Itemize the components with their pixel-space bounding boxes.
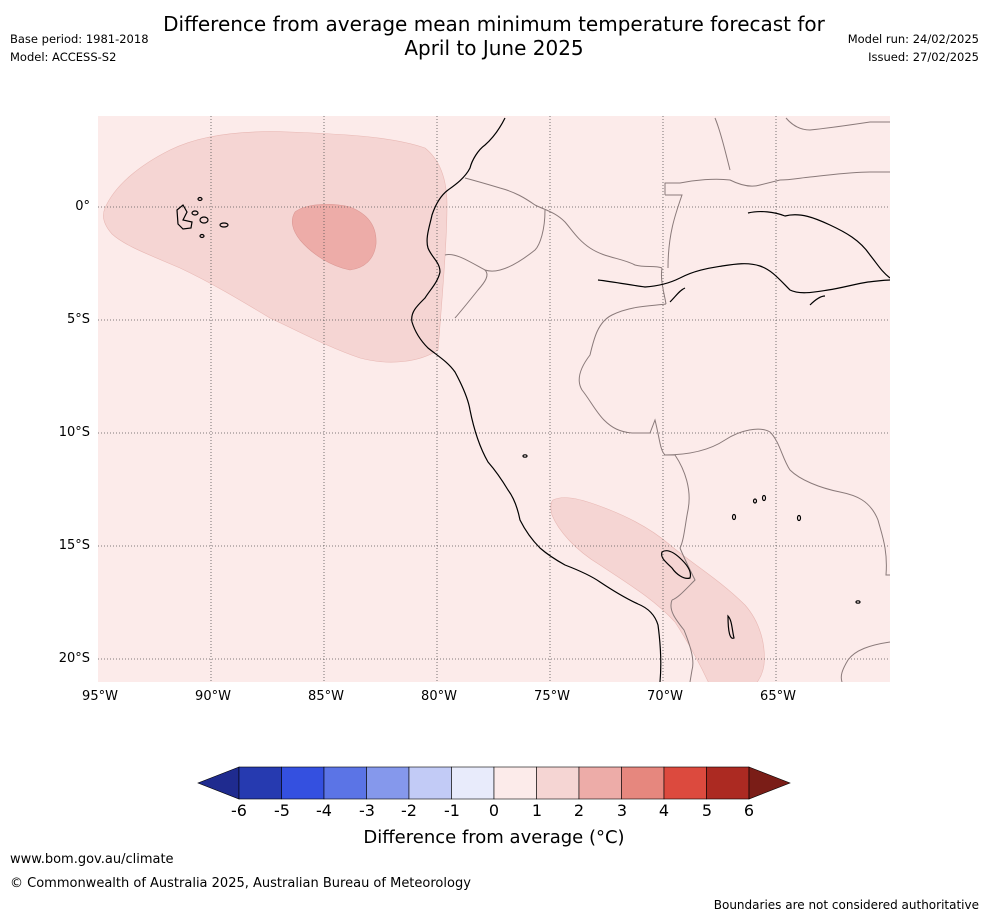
lat-label-20s: 20°S [58,651,90,666]
map-title-line-1: Difference from average mean minimum tem… [163,12,825,36]
colorbar-tick-label: 4 [658,801,670,820]
lat-label-15s: 15°S [58,538,90,553]
colorbar-tick-label: -5 [274,801,290,820]
lon-label-65w: 65°W [760,689,796,704]
footer-url: www.bom.gov.au/climate [10,852,174,867]
colorbar-label: Difference from average (°C) [363,827,625,848]
lon-label-95w: 95°W [82,689,118,704]
issued-date: Issued: 27/02/2025 [868,50,979,64]
meta-left: Base period: 1981-2018 Model: ACCESS-S2 [10,30,149,66]
map-title: Difference from average mean minimum tem… [0,12,988,60]
map-area [98,116,890,682]
graticule [98,116,890,682]
pacific-core-warm-area [291,203,377,271]
lat-label-10s: 10°S [58,425,90,440]
colorbar-tick-label: 5 [701,801,713,820]
colorbar-tick-label: 2 [573,801,585,820]
colorbar-tick-label: 3 [616,801,628,820]
colorbar-tick-label: -2 [401,801,417,820]
model-name: Model: ACCESS-S2 [10,50,117,64]
southern-andes-warm-area [550,497,765,682]
country-borders [444,117,890,682]
lon-label-90w: 90°W [195,689,231,704]
meta-right: Model run: 24/02/2025 Issued: 27/02/2025 [848,30,979,66]
lon-label-75w: 75°W [534,689,570,704]
inland-lakes [522,454,861,639]
colorbar-tick-label: -3 [359,801,375,820]
colorbar-tick-label: -4 [316,801,332,820]
map-title-line-2: April to June 2025 [404,36,584,60]
coastlines [411,117,890,682]
model-run-date: Model run: 24/02/2025 [847,32,979,46]
footer-copyright: © Commonwealth of Australia 2025, Austra… [10,876,471,891]
lat-label-5s: 5°S [66,312,90,327]
lon-label-70w: 70°W [647,689,683,704]
lon-label-80w: 80°W [421,689,457,704]
colorbar-tick-label: 0 [488,801,500,820]
colorbar-tick-label: -1 [444,801,460,820]
base-period: Base period: 1981-2018 [10,32,149,46]
colorbar-tick-label: 1 [531,801,543,820]
footer-boundaries-note: Boundaries are not considered authoritat… [713,898,979,912]
galapagos-islands [176,196,229,239]
lat-label-0: 0° [75,199,90,214]
colorbar-tick-label: -6 [231,801,247,820]
equatorial-pacific-warm-area [103,131,448,363]
colorbar-tick-label: 6 [743,801,755,820]
lon-label-85w: 85°W [308,689,344,704]
